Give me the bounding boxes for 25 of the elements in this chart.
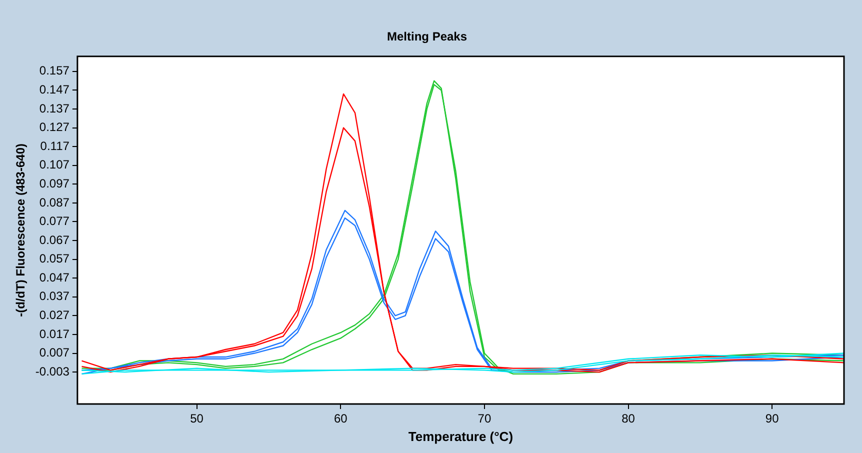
y-tick-label: 0.047 [39, 270, 70, 284]
y-tick-label: 0.117 [40, 138, 70, 153]
y-tick-label: 0.157 [39, 64, 70, 78]
x-tick-label: 60 [334, 412, 348, 426]
y-tick-label: 0.147 [39, 82, 70, 97]
y-tick-label: 0.127 [39, 120, 70, 134]
y-tick-label: 0.097 [39, 176, 70, 190]
y-tick-label: 0.077 [39, 214, 70, 228]
y-tick-label: -0.003 [35, 364, 70, 378]
x-tick-label: 50 [190, 412, 204, 426]
y-tick-label: 0.107 [39, 158, 70, 172]
x-tick-label: 70 [478, 412, 492, 426]
y-tick-label: 0.027 [39, 308, 70, 322]
y-tick-label: 0.017 [39, 326, 70, 341]
y-tick-label: 0.067 [39, 232, 70, 247]
chart-title: Melting Peaks [386, 30, 468, 44]
y-axis-title: -(d/dT) Fluorescence (483-640) [14, 144, 28, 317]
y-tick-label: 0.057 [39, 252, 70, 266]
y-tick-label: 0.137 [39, 101, 70, 116]
y-tick-label: 0.087 [39, 195, 70, 210]
x-tick-label: 90 [765, 412, 780, 426]
y-tick-label: 0.007 [39, 346, 70, 360]
x-axis-title: Temperature (°C) [408, 428, 514, 444]
x-tick-label: 80 [622, 412, 636, 426]
y-tick-label: 0.037 [39, 289, 70, 304]
